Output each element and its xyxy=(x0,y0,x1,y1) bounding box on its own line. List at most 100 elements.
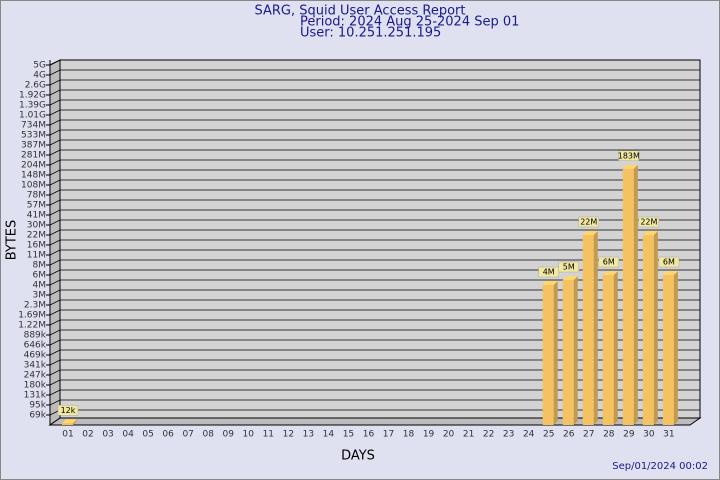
y-tick-label: 11M xyxy=(27,251,46,261)
x-tick-label: 13 xyxy=(303,430,314,440)
grid-line xyxy=(49,289,700,296)
x-tick-label: 24 xyxy=(523,430,535,440)
x-tick-label: 09 xyxy=(223,430,235,440)
bar xyxy=(562,280,574,425)
y-tick-label: 247k xyxy=(24,371,47,381)
grid-line xyxy=(49,229,700,236)
y-tick-label: 5G xyxy=(33,61,46,71)
y-tick-label: 131k xyxy=(24,391,47,401)
grid-line xyxy=(49,149,700,156)
y-tick-label: 78M xyxy=(27,191,46,201)
y-tick-label: 889k xyxy=(24,331,47,341)
y-tick-label: 30M xyxy=(27,221,46,231)
x-tick-label: 18 xyxy=(403,430,415,440)
value-label: 183M xyxy=(618,151,640,160)
y-tick-label: 69k xyxy=(29,411,46,421)
grid-line xyxy=(49,309,700,316)
y-tick-label: 341k xyxy=(24,361,47,371)
y-axis-label: BYTES xyxy=(5,220,20,261)
floor xyxy=(48,417,702,426)
y-tick-label: 16M xyxy=(27,241,46,251)
bar xyxy=(622,168,634,425)
x-tick-label: 12 xyxy=(283,430,294,440)
bar-side xyxy=(633,164,638,425)
grid-line xyxy=(49,159,700,166)
x-tick-label: 11 xyxy=(263,430,274,440)
grid-line xyxy=(49,79,700,86)
y-tick-label: 108M xyxy=(21,181,46,191)
y-tick-label: 734M xyxy=(21,121,46,131)
bar-top xyxy=(62,419,77,424)
bar-side xyxy=(653,231,658,425)
value-label: 6M xyxy=(603,258,615,267)
chart-subtitle: Period: 2024 Aug 25-2024 Sep 01 xyxy=(300,15,519,30)
bar-side xyxy=(553,281,558,425)
grid-line xyxy=(49,119,700,126)
grid-line xyxy=(49,59,700,66)
bar-top xyxy=(622,164,638,169)
bar-top xyxy=(602,271,618,275)
grid-line xyxy=(49,189,700,196)
grid-line xyxy=(49,279,700,286)
x-tick-label: 22 xyxy=(483,430,494,440)
y-tick-label: 281M xyxy=(21,151,46,161)
chart-subtitle: User: 10.251.251.195 xyxy=(300,26,441,41)
y-tick-label: 22M xyxy=(27,231,46,241)
grid-line xyxy=(49,319,700,326)
grid-line xyxy=(49,269,700,276)
bar-top xyxy=(642,231,658,235)
grid-line xyxy=(49,239,700,246)
value-label-box xyxy=(638,216,660,228)
value-label: 6M xyxy=(663,258,675,267)
x-tick-label: 30 xyxy=(643,430,655,440)
value-label: 22M xyxy=(580,218,597,227)
bar xyxy=(602,275,614,425)
footer: Sep/01/2024 00:02 xyxy=(612,461,708,472)
x-tick-label: 15 xyxy=(343,430,354,440)
x-tick-label: 08 xyxy=(202,430,214,440)
grid-line xyxy=(49,359,700,366)
value-label-box xyxy=(558,261,579,273)
x-tick-label: 25 xyxy=(543,430,554,440)
y-tick-label: 1.92G xyxy=(19,91,46,101)
bar xyxy=(662,275,674,425)
grid-line xyxy=(49,259,700,266)
bar xyxy=(582,235,594,425)
bar-side xyxy=(593,231,598,425)
grid-line xyxy=(49,139,700,146)
x-tick-label: 21 xyxy=(463,430,474,440)
x-tick-label: 20 xyxy=(443,430,455,440)
grid-line xyxy=(49,69,700,76)
y-tick-label: 1.69M xyxy=(18,311,46,321)
bar-side xyxy=(613,271,618,425)
x-tick-label: 23 xyxy=(503,430,514,440)
y-tick-label: 2.3M xyxy=(24,301,46,311)
x-tick-label: 05 xyxy=(142,430,153,440)
grid-line xyxy=(49,329,700,336)
grid-line xyxy=(49,219,700,226)
y-tick-label: 41M xyxy=(27,211,46,221)
y-tick-label: 8M xyxy=(33,261,47,271)
y-tick-label: 204M xyxy=(21,161,46,171)
value-label-box xyxy=(598,256,620,268)
grid-line xyxy=(49,349,700,356)
x-tick-label: 07 xyxy=(182,430,193,440)
value-label-box xyxy=(57,405,79,416)
grid-line xyxy=(49,99,700,106)
bar xyxy=(542,285,554,425)
y-tick-label: 95k xyxy=(29,401,46,411)
y-tick-label: 4M xyxy=(33,281,47,291)
x-tick-label: 19 xyxy=(423,430,435,440)
y-tick-label: 1.39G xyxy=(19,101,46,111)
value-label-box xyxy=(618,150,640,161)
x-tick-label: 16 xyxy=(363,430,375,440)
bar-top xyxy=(582,231,598,235)
y-tick-label: 387M xyxy=(21,141,46,151)
bar-side xyxy=(673,271,678,425)
y-tick-label: 2.6G xyxy=(25,81,46,91)
value-label: 5M xyxy=(563,263,575,272)
value-label: 12k xyxy=(61,406,76,415)
grid-line xyxy=(49,339,700,346)
y-tick-label: 180k xyxy=(24,381,47,391)
bar xyxy=(62,423,73,425)
